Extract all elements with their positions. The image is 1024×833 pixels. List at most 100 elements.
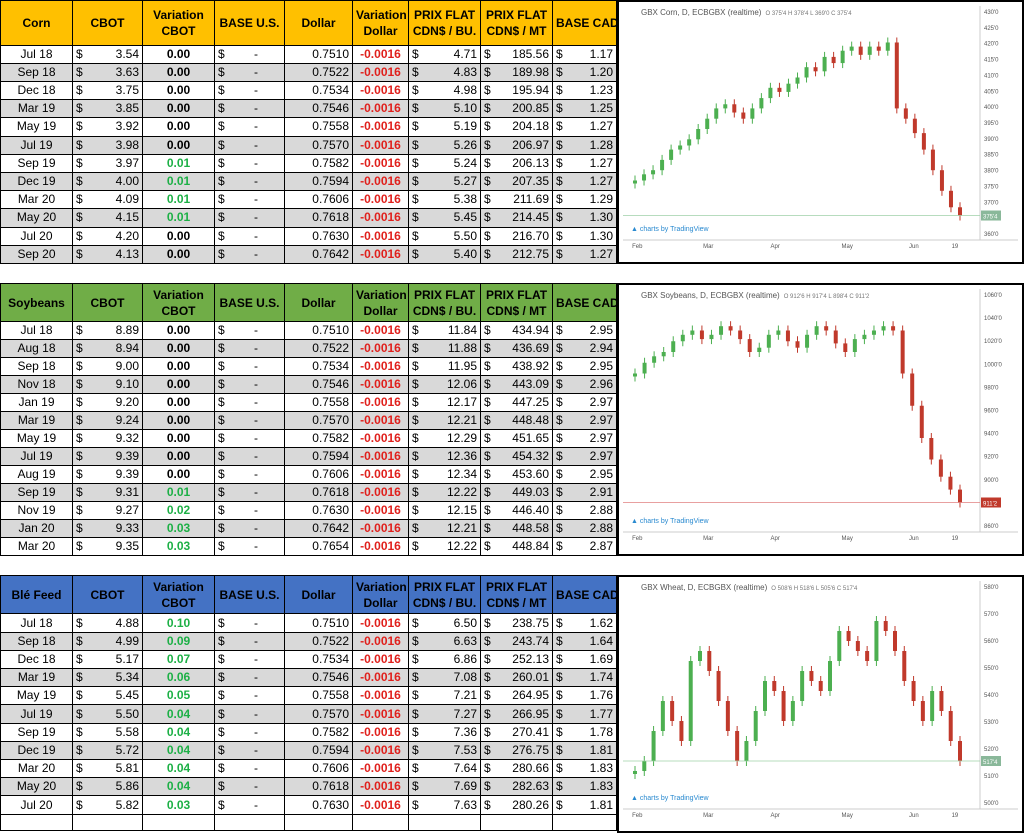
candle-body bbox=[717, 671, 721, 701]
y-tick-label: 385'0 bbox=[984, 153, 999, 159]
base-us-cell: $ - bbox=[215, 118, 285, 136]
variation-dollar-cell: -0.0016 bbox=[353, 340, 409, 358]
base-cad-cell: $1.29 bbox=[553, 191, 617, 209]
variation-cbot-cell: 0.00 bbox=[143, 118, 215, 136]
base-us-cell: $ - bbox=[215, 796, 285, 814]
month-cell: Aug 19 bbox=[1, 466, 73, 484]
candle-body bbox=[763, 681, 767, 711]
x-tick-label: 19 bbox=[952, 813, 959, 819]
x-tick-label: Mar bbox=[703, 813, 713, 819]
base-us-cell: $ - bbox=[215, 63, 285, 81]
variation-cbot-cell: 0.00 bbox=[143, 45, 215, 63]
cbot-cell: $4.99 bbox=[73, 632, 143, 650]
prix-flat-mt-cell: $443.09 bbox=[481, 376, 553, 394]
candle-body bbox=[651, 170, 655, 174]
cbot-cell: $3.54 bbox=[73, 45, 143, 63]
base-cad-cell: $1.77 bbox=[553, 705, 617, 723]
variation-cbot-cell: 0.07 bbox=[143, 650, 215, 668]
y-tick-label: 580'0 bbox=[984, 585, 999, 591]
soybeans-header-row: Soybeans CBOT Variation CBOT BASE U.S. Do… bbox=[1, 284, 617, 322]
dollar-cell: 0.7630 bbox=[285, 227, 353, 245]
candle-body bbox=[832, 57, 836, 63]
corn-price-chart[interactable]: GBX Corn, D, ECBGBX (realtime) O 375'4 H … bbox=[617, 0, 1024, 264]
dollar-cell: 0.7606 bbox=[285, 191, 353, 209]
candle-body bbox=[931, 150, 935, 171]
y-tick-label: 900'0 bbox=[984, 478, 999, 484]
variation-cbot-cell: 0.00 bbox=[143, 245, 215, 263]
variation-dollar-cell: -0.0016 bbox=[353, 723, 409, 741]
prix-flat-mt-cell: $266.95 bbox=[481, 705, 553, 723]
base-cad-cell: $1.27 bbox=[553, 154, 617, 172]
cbot-cell: $4.20 bbox=[73, 227, 143, 245]
prix-flat-bu-cell: $5.24 bbox=[409, 154, 481, 172]
prix-flat-mt-cell: $438.92 bbox=[481, 358, 553, 376]
base-cad-cell: $1.25 bbox=[553, 100, 617, 118]
base-us-cell: $ - bbox=[215, 538, 285, 556]
variation-dollar-cell: -0.0016 bbox=[353, 448, 409, 466]
base-cad-cell: $2.97 bbox=[553, 412, 617, 430]
dollar-cell: 0.7534 bbox=[285, 650, 353, 668]
candle-body bbox=[772, 681, 776, 691]
prix-flat-bu-cell: $6.63 bbox=[409, 632, 481, 650]
base-cad-cell: $2.97 bbox=[553, 430, 617, 448]
base-us-cell: $ - bbox=[215, 632, 285, 650]
header-prix-flat-bu: PRIX FLAT CDN$ / BU. bbox=[409, 284, 481, 322]
cbot-cell: $9.10 bbox=[73, 376, 143, 394]
soybeans-price-chart[interactable]: GBX Soybeans, D, ECBGBX (realtime) O 912'… bbox=[617, 283, 1024, 556]
candle-body bbox=[754, 711, 758, 741]
wheat-header-row: Blé Feed CBOT Variation CBOT BASE U.S. Do… bbox=[1, 576, 617, 614]
y-tick-label: 500'0 bbox=[984, 801, 999, 807]
cbot-cell: $5.50 bbox=[73, 705, 143, 723]
variation-dollar-cell: -0.0016 bbox=[353, 466, 409, 484]
wheat-price-chart[interactable]: GBX Wheat, D, ECBGBX (realtime) O 508'6 H… bbox=[617, 575, 1024, 833]
candle-body bbox=[759, 98, 763, 108]
table-row: Aug 19 $9.39 0.00 $ -0.7606 -0.0016 $12.34 $453… bbox=[1, 466, 617, 484]
variation-dollar-cell: -0.0016 bbox=[353, 227, 409, 245]
dollar-cell: 0.7510 bbox=[285, 614, 353, 632]
empty-row bbox=[1, 814, 617, 830]
variation-dollar-cell: -0.0016 bbox=[353, 412, 409, 430]
candle-body bbox=[777, 88, 781, 92]
prix-flat-mt-cell: $453.60 bbox=[481, 466, 553, 484]
candle-body bbox=[893, 631, 897, 651]
base-cad-cell: $2.96 bbox=[553, 376, 617, 394]
variation-dollar-cell: -0.0016 bbox=[353, 100, 409, 118]
variation-dollar-cell: -0.0016 bbox=[353, 650, 409, 668]
tradingview-logo[interactable]: ▲ charts by TradingView bbox=[631, 795, 709, 802]
month-cell: Dec 19 bbox=[1, 172, 73, 190]
prix-flat-mt-cell: $270.41 bbox=[481, 723, 553, 741]
tradingview-logo[interactable]: ▲ charts by TradingView bbox=[631, 226, 709, 233]
tradingview-logo[interactable]: ▲ charts by TradingView bbox=[631, 518, 709, 525]
month-cell: Dec 18 bbox=[1, 81, 73, 99]
cbot-cell: $4.88 bbox=[73, 614, 143, 632]
x-tick-label: May bbox=[842, 813, 853, 819]
variation-dollar-cell: -0.0016 bbox=[353, 687, 409, 705]
y-tick-label: 530'0 bbox=[984, 720, 999, 726]
dollar-cell: 0.7546 bbox=[285, 376, 353, 394]
dollar-cell: 0.7606 bbox=[285, 466, 353, 484]
candle-body bbox=[786, 84, 790, 92]
table-row: May 20 $5.86 0.04 $ -0.7618 -0.0016 $7.69 $282.… bbox=[1, 778, 617, 796]
base-cad-cell: $1.30 bbox=[553, 209, 617, 227]
candle-body bbox=[633, 181, 637, 184]
table-row: Jul 19 $9.39 0.00 $ -0.7594 -0.0016 $12.36 $454… bbox=[1, 448, 617, 466]
y-tick-label: 360'0 bbox=[984, 232, 999, 238]
variation-cbot-cell: 0.04 bbox=[143, 741, 215, 759]
header-prix-flat-bu: PRIX FLAT CDN$ / BU. bbox=[409, 576, 481, 614]
table-row: Mar 20 $5.81 0.04 $ -0.7606 -0.0016 $7.64 $280.… bbox=[1, 760, 617, 778]
base-us-cell: $ - bbox=[215, 322, 285, 340]
variation-cbot-cell: 0.00 bbox=[143, 322, 215, 340]
prix-flat-bu-cell: $5.45 bbox=[409, 209, 481, 227]
prix-flat-mt-cell: $216.70 bbox=[481, 227, 553, 245]
variation-cbot-cell: 0.03 bbox=[143, 538, 215, 556]
header-cbot: CBOT bbox=[73, 1, 143, 46]
cbot-cell: $9.31 bbox=[73, 484, 143, 502]
cbot-cell: $3.92 bbox=[73, 118, 143, 136]
candle-body bbox=[735, 731, 739, 761]
cbot-cell: $3.63 bbox=[73, 63, 143, 81]
y-tick-label: 405'0 bbox=[984, 89, 999, 95]
x-tick-label: Jun bbox=[909, 244, 919, 250]
base-cad-cell: $2.88 bbox=[553, 502, 617, 520]
x-tick-label: Mar bbox=[703, 536, 713, 542]
prix-flat-mt-cell: $252.13 bbox=[481, 650, 553, 668]
